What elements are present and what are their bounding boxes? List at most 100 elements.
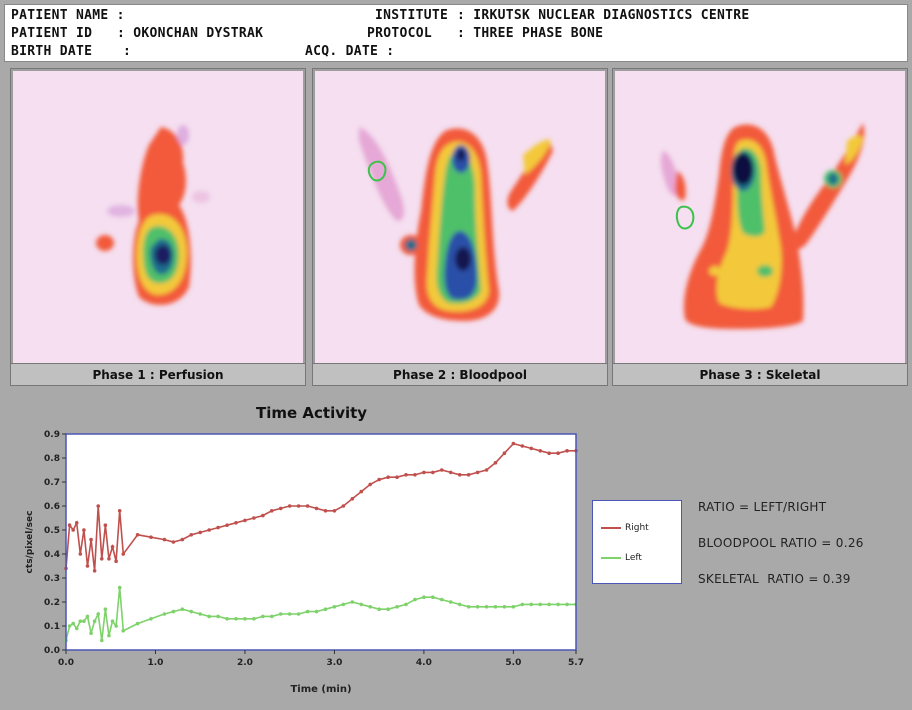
data-point-left <box>278 612 283 616</box>
x-tick-label: 3.0 <box>326 658 342 668</box>
y-tick-label: 0.8 <box>44 454 60 464</box>
data-point-right <box>287 504 292 508</box>
x-axis-label: Time (min) <box>290 684 351 695</box>
y-tick-label: 0.1 <box>44 622 60 632</box>
data-point-left <box>511 605 516 609</box>
data-point-left <box>180 607 185 611</box>
x-tick-label: 5.7 <box>568 658 584 668</box>
data-point-right <box>78 552 83 556</box>
data-point-right <box>475 470 480 475</box>
data-point-left <box>261 614 265 619</box>
legend-swatch-left <box>601 556 621 559</box>
y-tick-label: 0.3 <box>44 574 60 584</box>
data-point-right <box>85 564 90 568</box>
data-point-left <box>85 614 90 619</box>
data-point-right <box>422 470 426 475</box>
data-point-left <box>377 607 381 611</box>
birth-date-label: BIRTH DATE <box>11 44 93 59</box>
data-point-right <box>189 533 194 537</box>
data-point-left <box>89 631 93 635</box>
data-point-right <box>225 523 229 527</box>
data-point-right <box>520 444 525 448</box>
patient-header: PATIENT NAME : PATIENT ID : OKONCHAN DYS… <box>4 4 908 62</box>
data-point-right <box>502 451 507 455</box>
data-point-right <box>538 449 543 453</box>
data-point-left <box>520 602 525 607</box>
data-point-right <box>493 461 498 465</box>
data-point-right <box>117 509 122 513</box>
data-point-left <box>107 633 111 638</box>
data-point-right <box>565 449 569 453</box>
institute-value: : IRKUTSK NUCLEAR DIAGNOSTICS CENTRE <box>457 8 750 23</box>
data-point-left <box>216 614 220 619</box>
data-point-right <box>107 557 111 561</box>
data-point-left <box>243 617 247 621</box>
y-tick-label: 0.9 <box>44 430 60 440</box>
y-tick-label: 0.0 <box>44 646 60 656</box>
data-point-right <box>74 521 79 525</box>
data-point-right <box>457 473 462 477</box>
data-point-right <box>234 521 238 525</box>
x-tick-label: 0.0 <box>58 658 74 668</box>
data-point-left <box>117 585 122 590</box>
data-point-left <box>121 629 126 633</box>
y-tick-label: 0.4 <box>44 550 60 560</box>
data-point-right <box>386 475 390 479</box>
data-point-left <box>448 600 453 604</box>
institute-label: INSTITUTE <box>375 8 449 23</box>
phase-3-scan-image <box>615 71 905 363</box>
data-point-left <box>431 595 435 599</box>
data-point-left <box>103 607 108 611</box>
data-point-left <box>114 624 118 628</box>
birth-date-value: : <box>123 44 132 59</box>
data-point-left <box>332 605 337 609</box>
data-point-right <box>121 552 126 556</box>
data-point-left <box>395 605 399 609</box>
data-point-right <box>466 473 471 477</box>
data-point-right <box>198 530 203 535</box>
data-point-left <box>404 602 408 607</box>
data-point-left <box>135 621 140 626</box>
data-point-left <box>269 614 274 619</box>
data-point-right <box>92 569 97 573</box>
chart-title: Time Activity <box>256 404 368 422</box>
data-point-right <box>207 528 211 532</box>
legend-swatch-right <box>601 526 621 529</box>
data-point-right <box>261 513 265 518</box>
data-point-left <box>538 602 543 607</box>
data-point-left <box>359 602 364 607</box>
data-point-right <box>448 470 453 475</box>
data-point-right <box>395 475 399 479</box>
legend-label-right: Right <box>625 523 649 533</box>
data-point-right <box>110 545 115 549</box>
data-point-left <box>565 602 569 607</box>
data-point-left <box>71 621 75 626</box>
data-point-right <box>547 451 551 455</box>
data-point-left <box>323 607 328 611</box>
patient-id-label: PATIENT ID <box>11 26 93 41</box>
phase-1-panel: Phase 1 : Perfusion <box>10 68 306 386</box>
data-point-right <box>71 528 75 532</box>
data-point-right <box>67 523 72 527</box>
y-axis-label: cts/pixel/sec <box>25 511 35 574</box>
data-point-right <box>149 535 153 539</box>
data-point-right <box>377 477 381 482</box>
data-point-right <box>114 559 118 563</box>
data-point-left <box>78 619 83 623</box>
data-point-left <box>368 605 373 609</box>
x-tick-label: 2.0 <box>237 658 253 668</box>
phase-2-label: Phase 2 : Bloodpool <box>313 363 607 385</box>
data-point-right <box>511 441 516 446</box>
data-point-right <box>413 473 417 477</box>
data-point-right <box>96 504 101 508</box>
data-point-left <box>67 624 72 628</box>
data-point-right <box>82 528 86 532</box>
protocol-label: PROTOCOL <box>367 26 433 41</box>
phase-2-scan-image <box>315 71 605 363</box>
data-point-left <box>99 638 104 643</box>
data-point-right <box>278 506 283 511</box>
plot-area <box>66 434 576 650</box>
data-point-right <box>180 537 185 542</box>
data-point-left <box>171 609 176 614</box>
data-point-left <box>252 617 256 621</box>
